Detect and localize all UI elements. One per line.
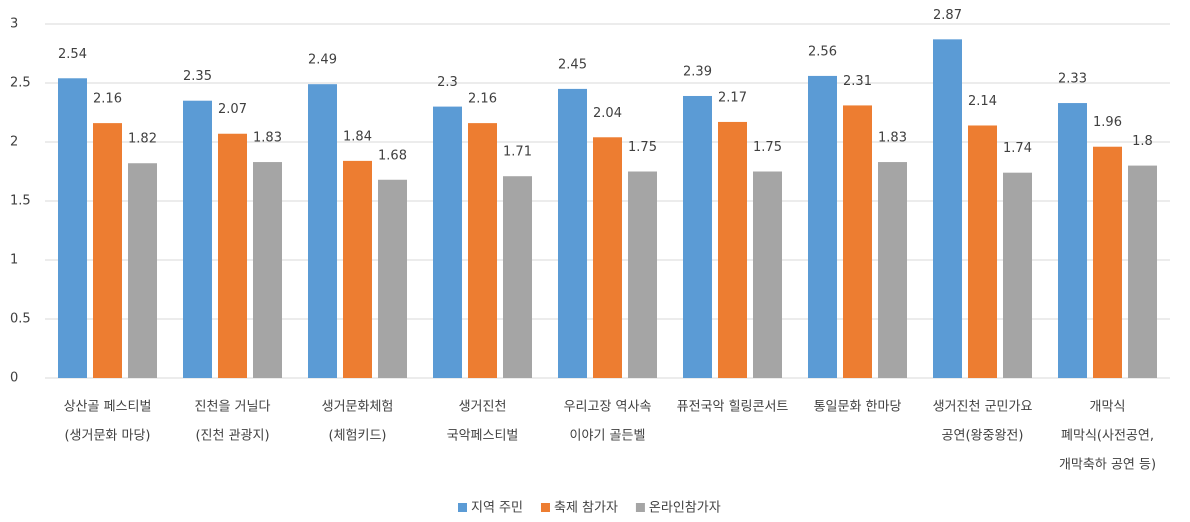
legend-label: 지역 주민 <box>471 501 523 516</box>
x-tick-label: 퓨전국악 힐링콘서트 <box>677 400 789 415</box>
bar <box>718 121 747 378</box>
y-tick-label: 0.5 <box>10 312 31 327</box>
data-label: 2.54 <box>58 47 87 62</box>
x-tick-label: 개막축하 공연 등) <box>1059 458 1156 473</box>
bar <box>593 137 622 378</box>
bar <box>183 100 212 378</box>
data-label: 1.82 <box>128 132 157 147</box>
bar <box>93 123 122 379</box>
bar <box>253 162 282 378</box>
bar <box>558 88 587 379</box>
data-label: 2.39 <box>683 64 712 79</box>
x-tick-label: 상산골 페스티벌 <box>64 400 152 415</box>
data-label: 2.07 <box>218 102 247 117</box>
legend-swatch <box>458 503 467 512</box>
data-label: 2.31 <box>843 74 872 89</box>
bar <box>343 160 372 378</box>
data-label: 1.75 <box>628 140 657 155</box>
data-label: 1.96 <box>1093 115 1122 130</box>
bar <box>468 123 497 379</box>
legend-swatch <box>635 503 645 512</box>
y-tick-label: 0 <box>10 371 18 386</box>
bar <box>1093 146 1122 378</box>
bar <box>683 95 712 378</box>
data-label: 2.49 <box>308 53 337 68</box>
data-label: 2.04 <box>593 106 622 121</box>
bar <box>628 171 657 378</box>
data-label: 1.84 <box>343 129 372 144</box>
bar <box>933 39 962 379</box>
legend-label: 온라인참가자 <box>649 501 721 516</box>
data-label: 2.87 <box>933 8 962 23</box>
bar <box>843 105 872 379</box>
bar <box>218 133 247 378</box>
data-label: 2.45 <box>558 57 587 72</box>
bar <box>308 84 337 379</box>
data-label: 1.68 <box>378 148 407 163</box>
y-tick-label: 2 <box>10 135 18 150</box>
y-tick-label: 1.5 <box>10 194 31 209</box>
data-label: 2.3 <box>437 75 458 90</box>
x-tick-label: 폐막식(사전공연, <box>1061 429 1154 444</box>
data-label: 2.14 <box>968 94 997 109</box>
x-tick-label: (생거문화 마당) <box>64 429 150 444</box>
bar <box>968 125 997 378</box>
data-label: 2.35 <box>183 69 212 84</box>
legend-label: 축제 참가자 <box>554 501 618 516</box>
data-label: 1.83 <box>878 131 907 146</box>
data-label: 1.71 <box>503 145 532 160</box>
data-label: 2.56 <box>808 44 837 59</box>
bar <box>433 106 462 378</box>
x-tick-label: 진천을 거닐다 <box>195 400 271 415</box>
x-tick-label: (진천 관광지) <box>195 429 269 444</box>
data-label: 2.33 <box>1058 72 1087 87</box>
bar <box>1058 103 1087 378</box>
y-tick-label: 2.5 <box>10 76 31 91</box>
x-tick-label: 통일문화 한마당 <box>814 400 902 415</box>
data-label: 1.83 <box>253 131 282 146</box>
legend-swatch <box>540 503 550 512</box>
x-tick-label: (체험키드) <box>329 429 387 444</box>
bar <box>1128 165 1157 378</box>
bar <box>1003 172 1032 378</box>
bar <box>878 162 907 378</box>
x-tick-label: 이야기 골든벨 <box>570 429 646 444</box>
x-tick-label: 개막식 <box>1090 400 1126 415</box>
data-label: 1.8 <box>1132 134 1153 149</box>
data-label: 1.74 <box>1003 141 1032 156</box>
y-tick-label: 3 <box>10 17 18 32</box>
x-tick-label: 생거문화체험 <box>322 400 394 415</box>
x-tick-label: 생거진천 군민가요 <box>933 400 1033 415</box>
bar <box>58 78 87 378</box>
x-tick-label: 국악페스티벌 <box>447 429 519 444</box>
y-tick-label: 1 <box>10 253 18 268</box>
bar <box>503 176 532 378</box>
data-label: 2.17 <box>718 90 747 105</box>
bar <box>753 171 782 378</box>
data-label: 2.16 <box>93 92 122 107</box>
bar <box>378 179 407 378</box>
data-label: 1.75 <box>753 140 782 155</box>
x-tick-label: 우리고장 역사속 <box>564 400 652 415</box>
data-label: 2.16 <box>468 92 497 107</box>
x-tick-label: 공연(왕중왕전) <box>942 429 1024 444</box>
bar <box>128 163 157 378</box>
x-tick-label: 생거진천 <box>459 400 507 415</box>
bar <box>808 75 837 379</box>
